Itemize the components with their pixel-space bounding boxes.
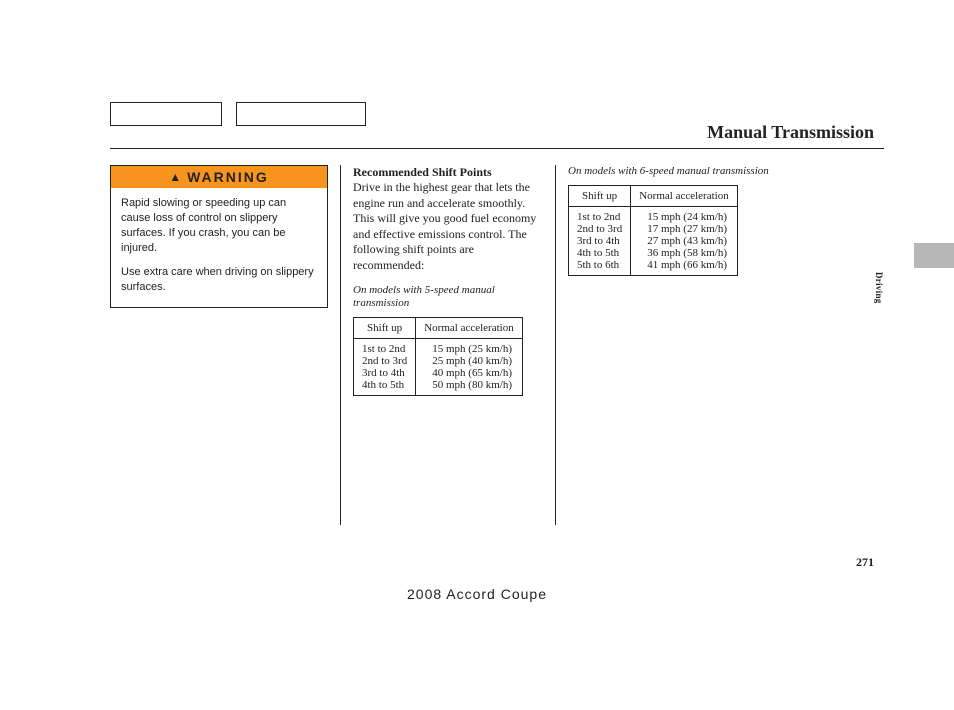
th-normal-accel: Normal acceleration — [416, 318, 522, 339]
shift-label: 2nd to 3rd — [577, 223, 622, 235]
footer-model: 2008 Accord Coupe — [0, 586, 954, 602]
shift-label: 1st to 2nd — [362, 343, 407, 355]
section-heading: Recommended Shift Points — [353, 165, 543, 180]
column-warning: ▲ WARNING Rapid slowing or speeding up c… — [110, 165, 340, 525]
cell-shift: 1st to 2nd 2nd to 3rd 3rd to 4th 4th to … — [569, 206, 631, 275]
accel-value: 50 mph (80 km/h) — [432, 379, 513, 391]
shift-label: 1st to 2nd — [577, 211, 622, 223]
shift-label: 4th to 5th — [577, 247, 622, 259]
shift-label: 3rd to 4th — [577, 235, 622, 247]
accel-value: 15 mph (24 km/h) — [647, 211, 728, 223]
accel-value: 15 mph (25 km/h) — [432, 343, 513, 355]
accel-value: 40 mph (65 km/h) — [432, 367, 513, 379]
accel-value: 41 mph (66 km/h) — [647, 259, 728, 271]
title-rule — [110, 148, 884, 149]
nav-placeholder-box — [110, 102, 222, 126]
section-tab — [914, 243, 954, 268]
shift-label: 2nd to 3rd — [362, 355, 407, 367]
shift-table-6speed: Shift up Normal acceleration 1st to 2nd … — [568, 185, 738, 276]
cell-accel: 15 mph (24 km/h) 17 mph (27 km/h) 27 mph… — [631, 206, 737, 275]
table-header-row: Shift up Normal acceleration — [569, 185, 738, 206]
section-label: Driving — [859, 272, 884, 304]
warning-box: ▲ WARNING Rapid slowing or speeding up c… — [110, 165, 328, 308]
th-shift-up: Shift up — [354, 318, 416, 339]
th-normal-accel: Normal acceleration — [631, 185, 737, 206]
column-5speed: Recommended Shift Points Drive in the hi… — [340, 165, 555, 525]
model-note: On models with 5-speed manual transmissi… — [353, 284, 543, 312]
page-number: 271 — [856, 555, 874, 570]
warning-body: Rapid slowing or speeding up can cause l… — [111, 188, 327, 307]
table-header-row: Shift up Normal acceleration — [354, 318, 523, 339]
section-body: Drive in the highest gear that lets the … — [353, 180, 543, 274]
page-title: Manual Transmission — [707, 122, 874, 143]
nav-placeholder-box — [236, 102, 366, 126]
cell-shift: 1st to 2nd 2nd to 3rd 3rd to 4th 4th to … — [354, 339, 416, 396]
column-6speed: On models with 6-speed manual transmissi… — [555, 165, 790, 525]
page: Manual Transmission Driving ▲ WARNING Ra… — [0, 0, 954, 710]
accel-value: 27 mph (43 km/h) — [647, 235, 728, 247]
content-columns: ▲ WARNING Rapid slowing or speeding up c… — [110, 165, 844, 525]
warning-header: ▲ WARNING — [111, 166, 327, 188]
accel-value: 17 mph (27 km/h) — [647, 223, 728, 235]
warning-text: Use extra care when driving on slippery … — [121, 265, 317, 295]
shift-label: 4th to 5th — [362, 379, 407, 391]
warning-label: WARNING — [187, 169, 269, 185]
shift-label: 3rd to 4th — [362, 367, 407, 379]
model-note: On models with 6-speed manual transmissi… — [568, 165, 778, 179]
warning-text: Rapid slowing or speeding up can cause l… — [121, 196, 317, 255]
th-shift-up: Shift up — [569, 185, 631, 206]
accel-value: 36 mph (58 km/h) — [647, 247, 728, 259]
table-row: 1st to 2nd 2nd to 3rd 3rd to 4th 4th to … — [569, 206, 738, 275]
warning-icon: ▲ — [169, 170, 183, 184]
nav-placeholder-row — [110, 102, 366, 126]
accel-value: 25 mph (40 km/h) — [432, 355, 513, 367]
shift-table-5speed: Shift up Normal acceleration 1st to 2nd … — [353, 317, 523, 396]
shift-label: 5th to 6th — [577, 259, 622, 271]
cell-accel: 15 mph (25 km/h) 25 mph (40 km/h) 40 mph… — [416, 339, 522, 396]
table-row: 1st to 2nd 2nd to 3rd 3rd to 4th 4th to … — [354, 339, 523, 396]
